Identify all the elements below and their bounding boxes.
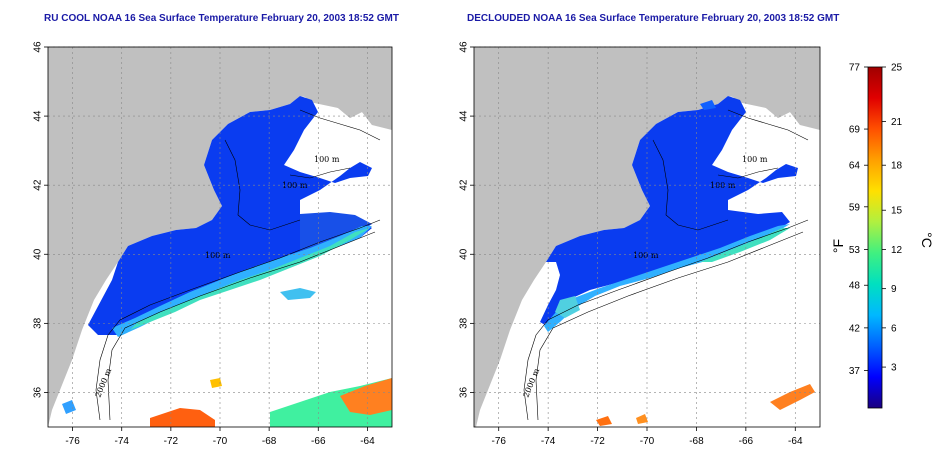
celsius-tick-label: 18 — [891, 161, 903, 172]
left-x-tick-label: -72 — [164, 436, 179, 447]
celsius-tick-label: 6 — [891, 323, 897, 334]
land-mass — [48, 47, 392, 427]
contour-label-1: 100 m — [314, 155, 340, 164]
left-y-tick-label: 38 — [33, 317, 44, 329]
sst-shelf-break-band — [112, 226, 372, 337]
celsius-tick-label: 3 — [891, 363, 897, 374]
contour-label-1: 100 m — [742, 155, 768, 164]
right-axes: -76 -74 -72 -70 -68 -66 -64 36 38 40 42 44 46 — [459, 41, 803, 447]
left-y-tick-label: 36 — [33, 386, 44, 398]
sst-gulf-stream-hot — [770, 384, 815, 410]
right-x-tick-label: -72 — [590, 436, 605, 447]
bathymetry-contours — [523, 109, 809, 421]
fahrenheit-unit-label: °F — [830, 239, 846, 253]
sst-hot-patch-2 — [210, 378, 222, 388]
sst-hot-patch-1 — [596, 416, 612, 426]
fahrenheit-tick-label: 53 — [849, 245, 861, 256]
colorbar — [867, 66, 883, 409]
left-y-tick-label: 42 — [33, 179, 44, 191]
land-mass — [474, 47, 820, 427]
contour-label-3: 100 m — [710, 181, 736, 190]
left-y-tick-label: 46 — [33, 41, 44, 53]
celsius-tick-label: 25 — [891, 63, 903, 74]
fahrenheit-tick-label: 69 — [849, 125, 861, 136]
right-y-tick-label: 38 — [459, 317, 470, 329]
celsius-tick-label: 9 — [891, 284, 897, 295]
sst-warm-band — [130, 228, 370, 330]
sst-patch — [555, 296, 580, 318]
contour-label-2: 100 m — [205, 251, 231, 260]
right-x-tick-label: -74 — [541, 436, 556, 447]
left-x-tick-label: -64 — [360, 436, 375, 447]
left-axes: -76 -74 -72 -70 -68 -66 -64 36 38 40 42 44 46 — [33, 41, 375, 447]
left-x-tick-label: -68 — [262, 436, 277, 447]
sst-cold-water — [540, 96, 798, 325]
left-x-tick-label: -74 — [114, 436, 129, 447]
sst-hot-patch-2 — [636, 414, 648, 424]
right-x-tick-label: -70 — [640, 436, 655, 447]
land-nova-scotia — [300, 70, 392, 125]
fahrenheit-tick-label: 59 — [849, 202, 861, 213]
left-x-tick-label: -70 — [213, 436, 228, 447]
sst-hot-patch-1 — [150, 408, 215, 427]
left-y-tick-label: 44 — [33, 110, 44, 122]
left-x-tick-label: -66 — [311, 436, 326, 447]
celsius-tick-label: 15 — [891, 206, 903, 217]
right-grid — [474, 46, 820, 427]
left-x-tick-label: -76 — [65, 436, 80, 447]
left-chart-title: RU COOL NOAA 16 Sea Surface Temperature … — [44, 13, 399, 24]
right-y-tick-label: 44 — [459, 110, 470, 122]
sst-gulf-stream-hot — [340, 378, 392, 415]
left-y-tick-label: 40 — [33, 248, 44, 260]
right-y-tick-label: 46 — [459, 41, 470, 53]
contour-label-3: 100 m — [282, 181, 308, 190]
fahrenheit-tick-label: 37 — [849, 366, 861, 377]
bathymetry-contours — [95, 109, 381, 421]
fahrenheit-tick-label: 64 — [849, 161, 861, 172]
right-x-tick-label: -68 — [689, 436, 704, 447]
fahrenheit-tick-label: 77 — [849, 63, 861, 74]
right-x-tick-label: -66 — [739, 436, 754, 447]
fahrenheit-tick-label: 48 — [849, 281, 861, 292]
right-x-tick-label: -64 — [788, 436, 803, 447]
sst-warm-band — [700, 228, 790, 262]
celsius-tick-label: 21 — [891, 117, 903, 128]
celsius-unit-label: °C — [919, 232, 935, 248]
land-nova-scotia — [728, 70, 820, 125]
right-y-tick-label: 42 — [459, 179, 470, 191]
contour-label-2: 100 m — [633, 251, 659, 260]
sst-cold-water — [88, 96, 372, 335]
left-map-panel: 100 m 100 m 100 m 2000 m — [48, 47, 392, 427]
celsius-tick-label: 12 — [891, 245, 903, 256]
fahrenheit-tick-label: 42 — [849, 323, 861, 334]
right-chart-title: DECLOUDED NOAA 16 Sea Surface Temperatur… — [467, 13, 839, 24]
right-y-tick-label: 40 — [459, 248, 470, 260]
right-y-tick-label: 36 — [459, 386, 470, 398]
sst-cold-patch-n — [700, 100, 716, 110]
sst-patch — [280, 288, 316, 300]
right-x-tick-label: -76 — [491, 436, 506, 447]
